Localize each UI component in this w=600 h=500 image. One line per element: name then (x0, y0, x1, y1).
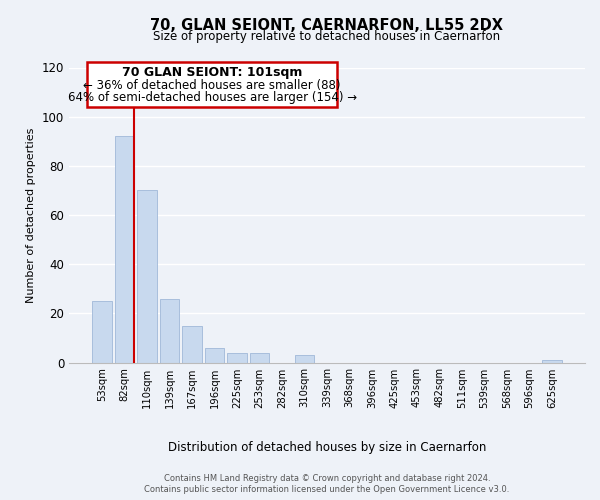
Text: Contains public sector information licensed under the Open Government Licence v3: Contains public sector information licen… (145, 485, 509, 494)
Text: 64% of semi-detached houses are larger (154) →: 64% of semi-detached houses are larger (… (68, 91, 357, 104)
Text: ← 36% of detached houses are smaller (88): ← 36% of detached houses are smaller (88… (83, 78, 341, 92)
Bar (205, 348, 224, 362)
Bar (182, 326, 202, 362)
FancyBboxPatch shape (87, 62, 337, 108)
Bar (115, 136, 134, 362)
Bar (92, 301, 112, 362)
Bar (295, 355, 314, 362)
Text: 70, GLAN SEIONT, CAERNARFON, LL55 2DX: 70, GLAN SEIONT, CAERNARFON, LL55 2DX (151, 18, 503, 32)
Text: Distribution of detached houses by size in Caernarfon: Distribution of detached houses by size … (168, 441, 486, 454)
Bar (137, 190, 157, 362)
Bar (250, 352, 269, 362)
Bar (160, 298, 179, 362)
Bar (227, 352, 247, 362)
Text: Size of property relative to detached houses in Caernarfon: Size of property relative to detached ho… (154, 30, 500, 43)
Bar (542, 360, 562, 362)
Text: Contains HM Land Registry data © Crown copyright and database right 2024.: Contains HM Land Registry data © Crown c… (164, 474, 490, 483)
Text: 70 GLAN SEIONT: 101sqm: 70 GLAN SEIONT: 101sqm (122, 66, 302, 79)
Y-axis label: Number of detached properties: Number of detached properties (26, 128, 36, 302)
